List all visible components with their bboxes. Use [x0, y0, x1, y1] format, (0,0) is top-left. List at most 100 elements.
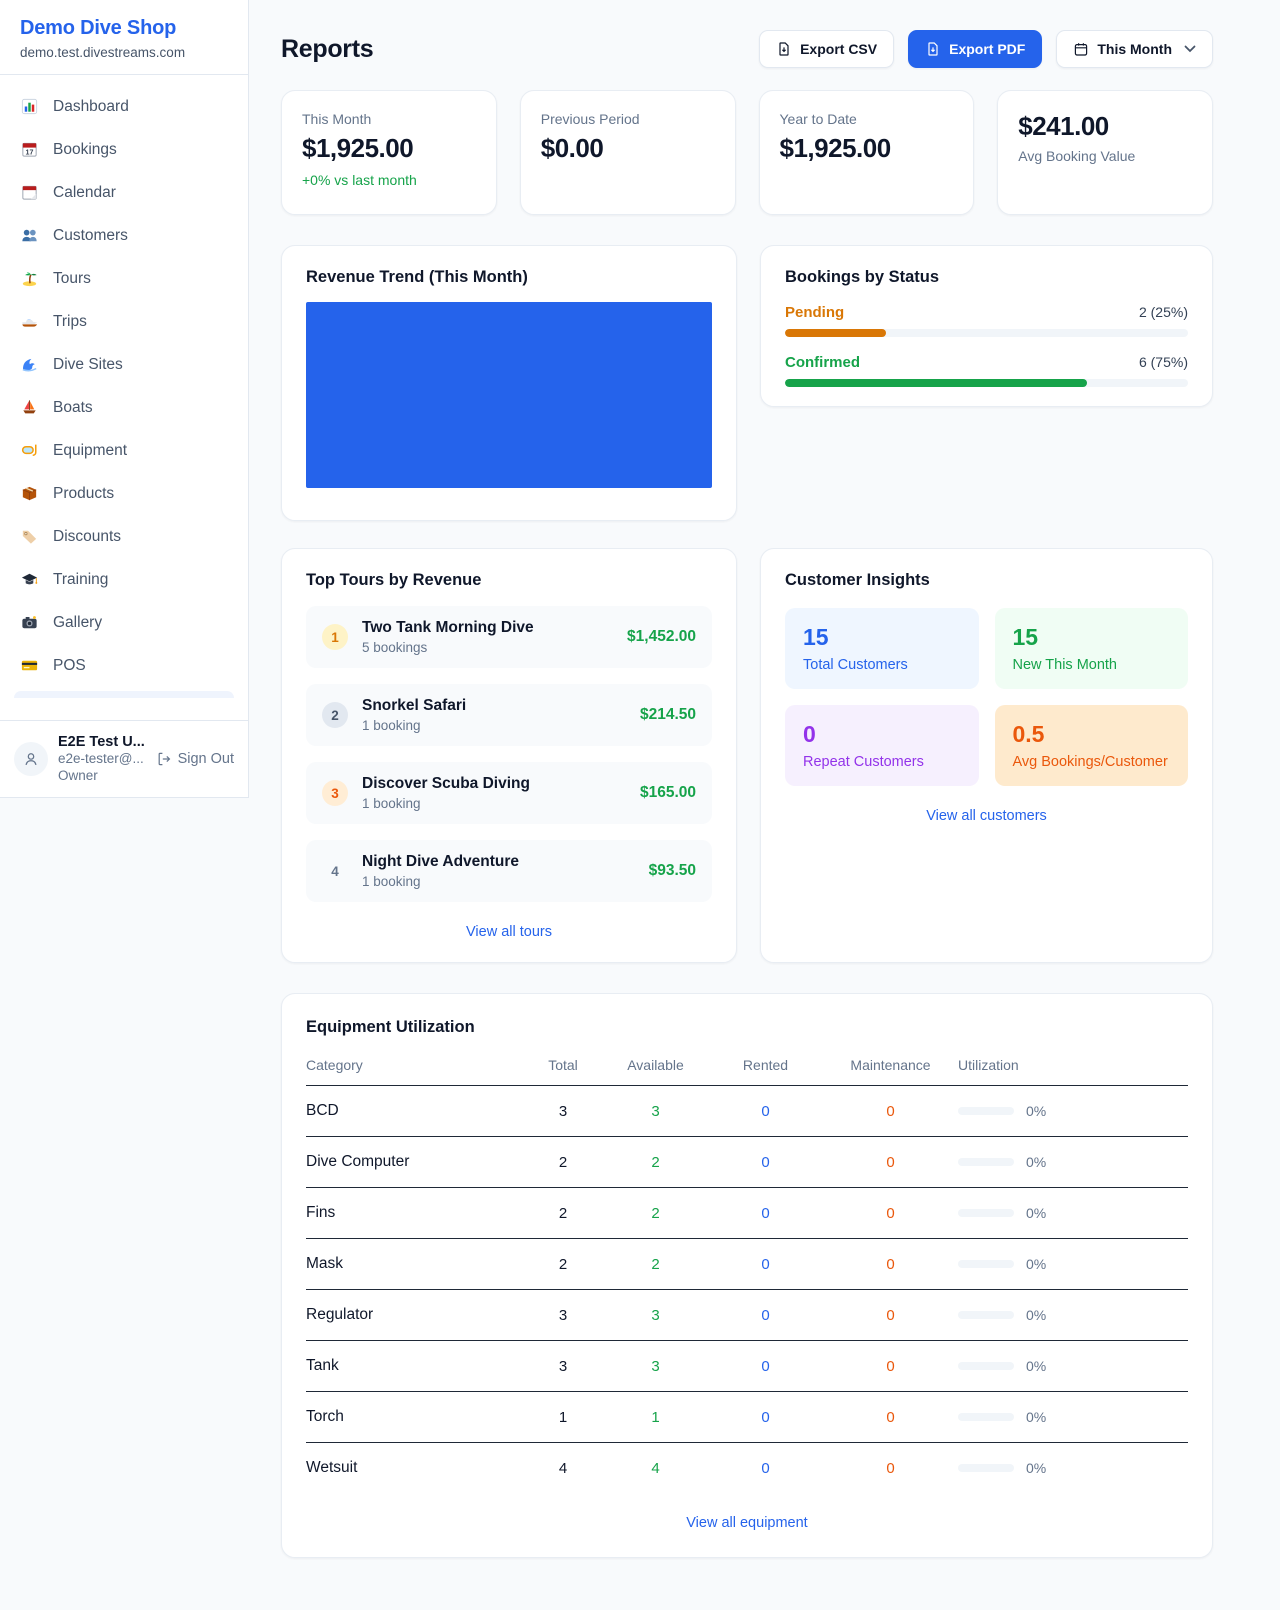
rank-badge: 3 — [322, 780, 348, 806]
svg-text:17: 17 — [26, 148, 34, 156]
equipment-table-header: Category Total Available Rented Maintena… — [306, 1037, 1188, 1086]
sidebar-item-gallery[interactable]: Gallery — [0, 601, 248, 644]
box-icon — [22, 486, 37, 501]
equipment-category: Regulator — [306, 1306, 374, 1323]
insight-value: 0.5 — [1012, 721, 1045, 747]
equipment-category: Tank — [306, 1357, 339, 1374]
stat-value: $0.00 — [540, 133, 604, 163]
sidebar-item-training[interactable]: Training — [0, 558, 248, 601]
bar-chart-icon — [21, 98, 38, 115]
person-icon — [25, 753, 37, 766]
tour-bookings: 1 booking — [362, 718, 421, 733]
equipment-maintenance: 0 — [886, 1102, 895, 1120]
lists-row: Top Tours by Revenue 1 Two Tank Morning … — [281, 548, 1213, 963]
sidebar-item-label: Bookings — [53, 140, 117, 158]
status-value: 6 (75%) — [1138, 354, 1188, 370]
equipment-rented: 0 — [761, 1204, 770, 1222]
view-all-equipment-link[interactable]: View all equipment — [686, 1515, 808, 1531]
equipment-rented: 0 — [761, 1357, 770, 1375]
equipment-maintenance: 0 — [886, 1153, 895, 1171]
sidebar-item-pos[interactable]: POS — [0, 644, 248, 687]
stat-value: $241.00 — [1018, 111, 1109, 141]
customer-insights-title: Customer Insights — [785, 571, 930, 589]
equipment-available: 1 — [651, 1408, 660, 1426]
equipment-total: 2 — [558, 1255, 568, 1273]
sidebar-item-bookings[interactable]: 17 Bookings — [0, 128, 248, 171]
bookings-by-status-panel: Bookings by Status Pending 2 (25%) Confi… — [760, 245, 1213, 407]
status-label: Confirmed — [785, 354, 860, 371]
stat-card-this-month: This Month $1,925.00 +0% vs last month — [281, 90, 497, 215]
utilization-bar — [958, 1311, 1014, 1319]
stat-label: This Month — [302, 111, 372, 127]
insight-tile-new-this-month: 15 New This Month — [994, 608, 1188, 689]
column-header: Utilization — [958, 1057, 1019, 1073]
equipment-total: 3 — [558, 1306, 568, 1324]
sidebar-item-tours[interactable]: Tours — [0, 257, 248, 300]
utilization-percent: 0% — [1026, 1205, 1047, 1221]
equipment-category: Mask — [306, 1255, 344, 1272]
revenue-trend-title: Revenue Trend (This Month) — [306, 268, 528, 286]
sidebar-item-label: Equipment — [53, 441, 128, 459]
table-row: Mask 2 2 0 0 0% — [306, 1239, 1188, 1290]
status-value: 2 (25%) — [1138, 304, 1188, 320]
table-row: Dive Computer 2 2 0 0 0% — [306, 1137, 1188, 1188]
sidebar-item-customers[interactable]: Customers — [0, 214, 248, 257]
sidebar-item-label: Products — [53, 484, 115, 502]
utilization-bar — [958, 1209, 1014, 1217]
wave-icon — [22, 358, 37, 372]
utilization-bar — [958, 1464, 1014, 1472]
user-role: Owner — [58, 768, 98, 784]
equipment-rented: 0 — [761, 1408, 770, 1426]
stat-cards: This Month $1,925.00 +0% vs last month P… — [281, 90, 1213, 215]
view-all-tours-link[interactable]: View all tours — [466, 924, 552, 940]
sidebar-item-trips[interactable]: Trips — [0, 300, 248, 343]
dive-mask-icon — [21, 444, 37, 457]
sign-out-button[interactable]: Sign Out — [156, 751, 234, 767]
tour-revenue: $165.00 — [639, 784, 696, 801]
sidebar-item-label: Dashboard — [53, 97, 129, 115]
utilization-percent: 0% — [1026, 1103, 1047, 1119]
status-label: Pending — [785, 304, 845, 321]
export-pdf-button[interactable]: Export PDF — [908, 30, 1043, 68]
utilization-percent: 0% — [1026, 1307, 1047, 1323]
stat-value: $1,925.00 — [779, 133, 892, 163]
utilization-percent: 0% — [1026, 1409, 1047, 1425]
period-dropdown[interactable]: This Month — [1056, 30, 1213, 68]
column-header: Category — [306, 1057, 363, 1073]
sign-out-label: Sign Out — [177, 751, 234, 768]
camera-icon — [22, 616, 37, 629]
tour-bookings: 1 booking — [362, 874, 421, 889]
utilization-bar — [958, 1362, 1014, 1370]
sidebar-item-dashboard[interactable]: Dashboard — [0, 85, 248, 128]
status-row-confirmed: Confirmed 6 (75%) — [785, 354, 1188, 387]
tour-bookings: 1 booking — [362, 796, 421, 811]
view-all-customers-link[interactable]: View all customers — [926, 808, 1047, 824]
credit-card-icon — [21, 660, 38, 671]
table-row: Torch 1 1 0 0 0% — [306, 1392, 1188, 1443]
sidebar-item-products[interactable]: Products — [0, 472, 248, 515]
calendar-icon — [22, 185, 37, 200]
sidebar-item-partial[interactable] — [14, 691, 234, 698]
sidebar-item-equipment[interactable]: Equipment — [0, 429, 248, 472]
column-header: Maintenance — [850, 1057, 931, 1073]
tag-icon — [22, 530, 37, 544]
equipment-rented: 0 — [761, 1459, 770, 1477]
equipment-total: 4 — [558, 1459, 568, 1477]
tour-revenue: $1,452.00 — [627, 628, 696, 645]
export-csv-button[interactable]: Export CSV — [759, 30, 895, 68]
insight-label: Repeat Customers — [803, 754, 924, 770]
stat-label: Previous Period — [540, 111, 640, 127]
stat-label: Avg Booking Value — [1018, 148, 1136, 164]
sidebar-item-discounts[interactable]: Discounts — [0, 515, 248, 558]
sidebar-item-calendar[interactable]: Calendar — [0, 171, 248, 214]
revenue-trend-panel: Revenue Trend (This Month) — [281, 245, 737, 521]
equipment-maintenance: 0 — [886, 1459, 895, 1477]
island-icon — [22, 272, 37, 287]
equipment-maintenance: 0 — [886, 1357, 895, 1375]
progress-track — [785, 379, 1188, 387]
stat-card-avg-booking-value: $241.00 Avg Booking Value — [997, 90, 1213, 215]
sidebar-item-boats[interactable]: Boats — [0, 386, 248, 429]
sidebar-item-dive-sites[interactable]: Dive Sites — [0, 343, 248, 386]
stat-value: $1,925.00 — [302, 133, 414, 163]
equipment-category: Torch — [306, 1408, 344, 1425]
